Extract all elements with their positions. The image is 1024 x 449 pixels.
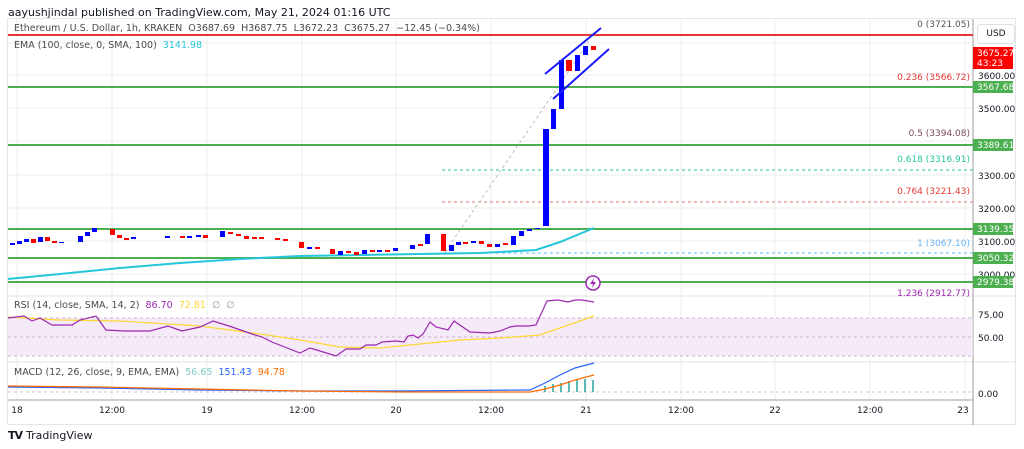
svg-text:0.5 (3394.08): 0.5 (3394.08) [909, 129, 970, 139]
rising-channel[interactable] [544, 27, 610, 100]
svg-text:0.236 (3566.72): 0.236 (3566.72) [897, 73, 970, 83]
macd-signal-value: 94.78 [257, 367, 285, 378]
svg-text:75.00: 75.00 [978, 311, 1004, 321]
brand-name: TradingView [26, 429, 93, 442]
svg-text:20: 20 [390, 406, 402, 416]
rsi-value: 86.70 [145, 300, 173, 311]
rsi-ma-value: 72.81 [178, 300, 206, 311]
svg-text:3300.00: 3300.00 [978, 172, 1015, 182]
svg-text:3200.00: 3200.00 [978, 205, 1015, 215]
publisher-line: aayushjindal published on TradingView.co… [8, 6, 391, 19]
price-axis[interactable]: 3600.00 3500.00 3300.00 3200.00 3100.00 … [978, 72, 1015, 400]
svg-text:0.618 (3316.91): 0.618 (3316.91) [897, 155, 970, 165]
svg-text:50.00: 50.00 [978, 334, 1004, 344]
ohlc-open: O3687.69 [188, 23, 236, 34]
ohlc-change: −12.45 (−0.34%) [396, 23, 480, 34]
macd-label: MACD (12, 26, close, 9, EMA, EMA) [14, 367, 180, 378]
rsi-extra-1: ∅ [211, 300, 221, 311]
ohlc-low: L3672.23 [293, 23, 339, 34]
svg-text:12:00: 12:00 [289, 406, 315, 416]
currency-button[interactable]: USD [977, 24, 1015, 44]
svg-text:3675.27: 3675.27 [977, 49, 1014, 59]
tradingview-logo-icon: TV [8, 429, 23, 442]
time-axis[interactable]: 18 12:00 19 12:00 20 12:00 21 12:00 22 1… [11, 406, 968, 416]
svg-text:12:00: 12:00 [668, 406, 694, 416]
svg-text:0.00: 0.00 [978, 390, 998, 400]
symbol-legend[interactable]: Ethereum / U.S. Dollar, 1h, KRAKEN O3687… [14, 23, 483, 34]
svg-text:3389.61: 3389.61 [977, 141, 1014, 151]
rsi-ma-line [7, 315, 595, 349]
ema-legend[interactable]: EMA (100, close, 0, SMA, 100) 3141.98 [14, 40, 205, 51]
ohlc-high: H3687.75 [241, 23, 288, 34]
ema-value: 3141.98 [162, 40, 203, 51]
svg-text:23: 23 [957, 406, 968, 416]
rsi-extra-2: ∅ [226, 300, 235, 311]
support-levels[interactable] [8, 86, 973, 283]
svg-text:1.236 (2912.77): 1.236 (2912.77) [897, 289, 970, 299]
svg-text:3050.32: 3050.32 [977, 254, 1014, 264]
rsi-line [7, 299, 595, 357]
level-tags: 3567.68 3389.61 3139.35 3050.32 2979.38 [973, 81, 1014, 288]
ema-label: EMA (100, close, 0, SMA, 100) [14, 40, 157, 51]
macd-line [7, 362, 595, 392]
svg-text:0 (3721.05): 0 (3721.05) [917, 20, 970, 30]
footer: TV TradingView [8, 429, 93, 442]
rsi-label: RSI (14, close, SMA, 14, 2) [14, 300, 140, 311]
svg-text:3567.68: 3567.68 [977, 83, 1014, 93]
ohlc-close: C3675.27 [344, 23, 391, 34]
svg-text:12:00: 12:00 [478, 406, 504, 416]
chart-frame [7, 18, 1016, 425]
fib-lines [442, 39, 973, 254]
macd-hist-value: 56.65 [185, 367, 213, 378]
svg-text:3600.00: 3600.00 [978, 72, 1015, 82]
current-price-tag: 3675.27 43:23 [973, 47, 1014, 69]
fib-labels: 0 (3721.05) 0.236 (3566.72) 0.5 (3394.08… [897, 20, 970, 299]
svg-text:18: 18 [11, 406, 23, 416]
svg-text:3500.00: 3500.00 [978, 105, 1015, 115]
macd-legend[interactable]: MACD (12, 26, close, 9, EMA, EMA) 56.65 … [14, 367, 288, 378]
svg-text:22: 22 [769, 406, 780, 416]
lightning-event-icon[interactable] [585, 275, 601, 291]
svg-text:3100.00: 3100.00 [978, 238, 1015, 248]
svg-text:19: 19 [201, 406, 213, 416]
svg-text:12:00: 12:00 [857, 406, 883, 416]
svg-text:12:00: 12:00 [99, 406, 125, 416]
svg-text:3139.35: 3139.35 [977, 225, 1014, 235]
symbol-name: Ethereum / U.S. Dollar, 1h, KRAKEN [14, 23, 183, 34]
signal-line [7, 374, 595, 393]
svg-text:21: 21 [580, 406, 591, 416]
candles [10, 46, 596, 255]
svg-text:1 (3067.10): 1 (3067.10) [917, 239, 970, 249]
svg-text:0.764 (3221.43): 0.764 (3221.43) [897, 187, 970, 197]
svg-text:43:23: 43:23 [977, 59, 1003, 69]
rsi-legend[interactable]: RSI (14, close, SMA, 14, 2) 86.70 72.81 … [14, 300, 238, 311]
ema-line [7, 227, 595, 280]
svg-text:2979.38: 2979.38 [977, 278, 1014, 288]
macd-line-value: 151.43 [218, 367, 252, 378]
